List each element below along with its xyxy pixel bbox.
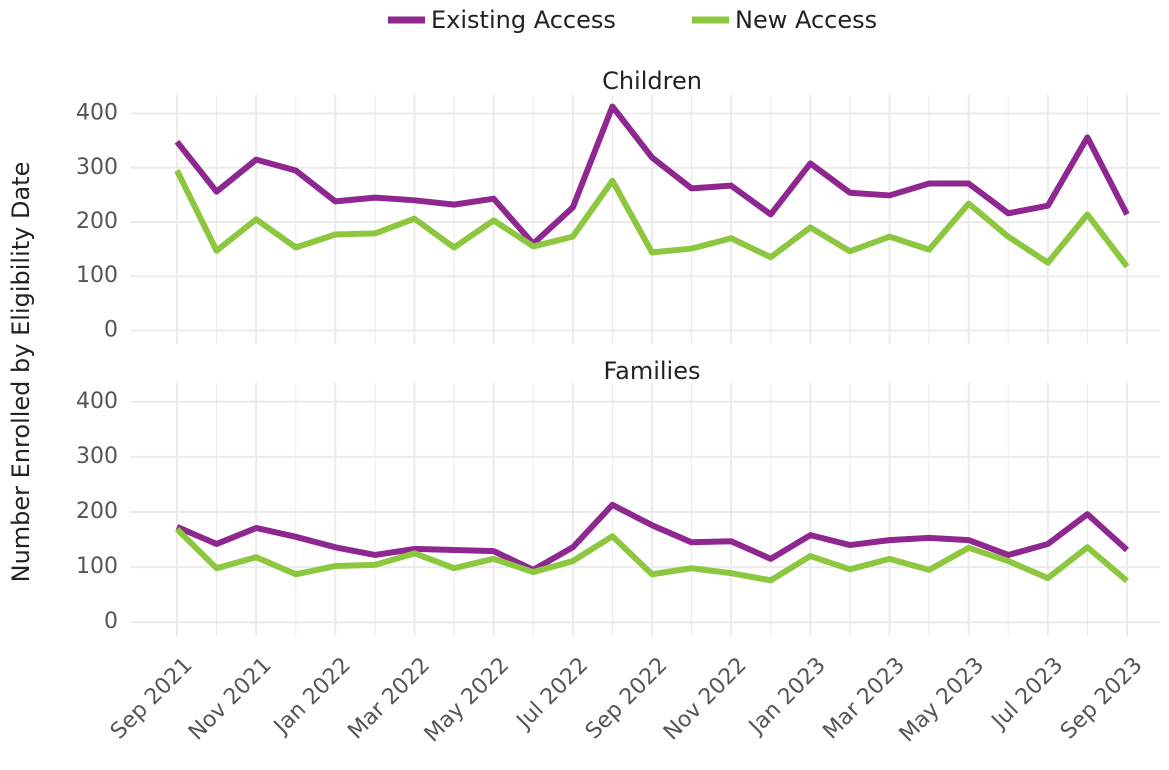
series-line [175,501,1130,573]
legend-label: New Access [735,6,877,34]
x-tick-label: May 2022 [420,653,514,747]
x-tick-label: Sep 2021 [106,653,198,745]
y-axis-label: Number Enrolled by Eligibility Date [7,162,35,583]
y-tick-label: 0 [104,317,118,342]
panel-title: Families [604,357,701,385]
x-tick-label: Jul 2022 [511,653,593,735]
x-tick-label: Nov 2022 [659,653,752,746]
y-tick-label: 300 [76,155,118,180]
y-tick-label: 200 [76,499,118,524]
y-tick-label: 200 [76,209,118,234]
y-tick-label: 400 [76,101,118,126]
y-tick-label: 0 [104,609,118,634]
y-tick-label: 300 [76,444,118,469]
x-tick-label: May 2023 [895,653,989,747]
legend-label: Existing Access [431,6,616,34]
y-tick-label: 400 [76,389,118,414]
y-tick-label: 100 [76,554,118,579]
series-line [174,103,1130,247]
panel-title: Children [602,67,702,95]
y-tick-label: 100 [76,263,118,288]
series-line [174,169,1130,269]
x-tick-label: Sep 2023 [1056,653,1148,745]
x-tick-label: Jul 2023 [986,653,1068,735]
x-tick-label: Sep 2022 [581,653,673,745]
series-line [174,526,1129,584]
x-tick-label: Nov 2021 [184,653,277,746]
